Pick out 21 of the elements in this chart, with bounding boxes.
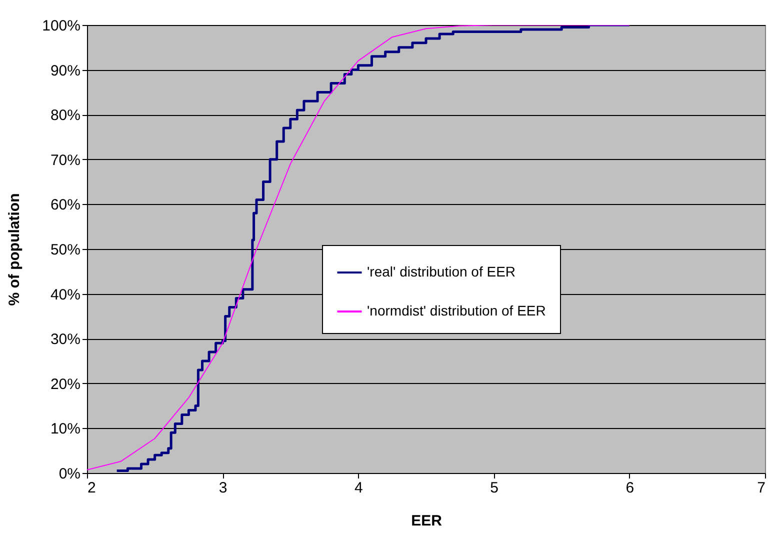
legend-label: 'real' distribution of EER: [367, 264, 516, 280]
x-tick-label: 5: [490, 480, 498, 496]
x-tick-label: 4: [354, 480, 363, 496]
y-tick-label: 30%: [50, 331, 80, 348]
x-tick-label: 6: [626, 480, 634, 496]
x-axis-title: EER: [411, 512, 442, 530]
legend-label: 'normdist' distribution of EER: [367, 302, 546, 318]
y-tick-label: 10%: [50, 420, 80, 438]
y-tick-label: 100%: [42, 18, 80, 34]
x-tick-label: 2: [88, 480, 96, 496]
y-tick-label: 70%: [50, 152, 80, 169]
y-tick-label: 60%: [50, 196, 80, 214]
y-tick-label: 50%: [50, 242, 80, 258]
y-tick-label: 20%: [50, 376, 80, 393]
y-tick-label: 80%: [50, 107, 80, 124]
x-tick-label: 7: [757, 480, 766, 496]
y-tick-label: 0%: [58, 466, 80, 482]
y-tick-label: 90%: [50, 62, 80, 80]
x-tick-label: 3: [218, 480, 228, 496]
y-tick-label: 40%: [50, 286, 80, 304]
y-axis-title: % of population: [6, 193, 24, 306]
